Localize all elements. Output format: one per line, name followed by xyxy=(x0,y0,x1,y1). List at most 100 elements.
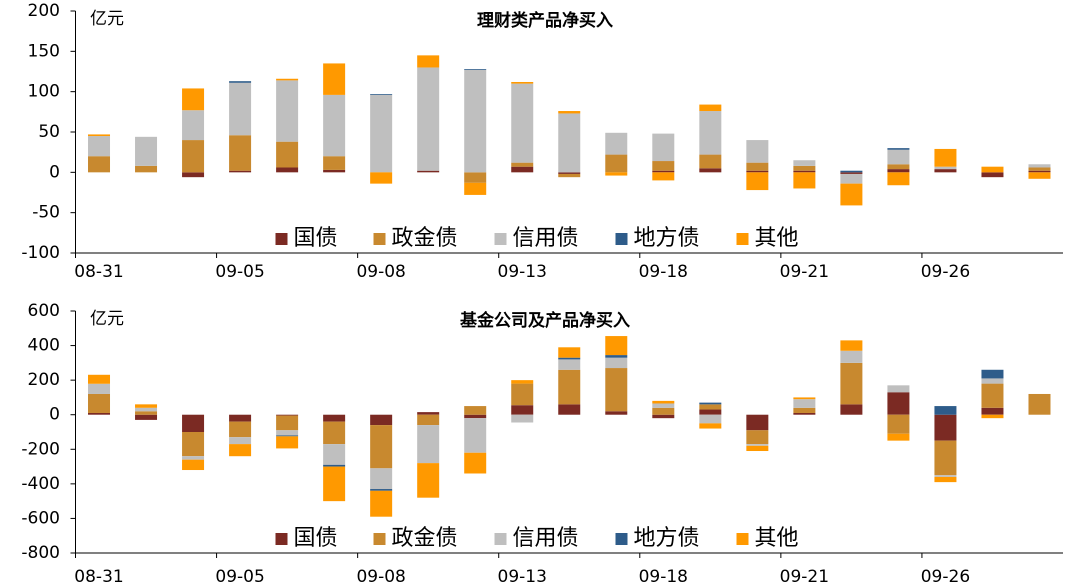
bar-segment xyxy=(135,411,158,415)
bar-segment xyxy=(840,170,863,173)
bar-segment xyxy=(887,172,910,186)
bar-segment xyxy=(934,406,957,415)
bar-segment xyxy=(793,172,816,189)
y-axis-label: 亿元 xyxy=(90,9,124,29)
bar-segment xyxy=(276,435,299,437)
x-tick-label: 08-31 xyxy=(74,567,123,587)
bar-segment xyxy=(558,173,581,178)
x-tick-label: 09-21 xyxy=(780,567,829,587)
bar-segment xyxy=(699,423,722,429)
bar-segment xyxy=(652,170,675,173)
bar-segment xyxy=(276,430,299,436)
bar-segment xyxy=(605,132,628,155)
y-tick-label: -200 xyxy=(21,439,60,459)
bar-segment xyxy=(887,148,910,150)
bar-segment xyxy=(558,404,581,415)
bar-segment xyxy=(323,156,346,170)
bar-segment xyxy=(652,407,675,415)
bar-segment xyxy=(511,414,534,423)
bar-segment xyxy=(887,164,910,170)
bar-segment xyxy=(652,172,675,181)
bar-segment xyxy=(793,170,816,173)
bar-segment xyxy=(699,402,722,405)
bar-segment xyxy=(699,154,722,169)
bar-segment xyxy=(652,403,675,408)
y-tick-label: 400 xyxy=(28,336,60,356)
legend-swatch xyxy=(494,533,507,545)
bar-segment xyxy=(88,156,111,173)
legend-swatch xyxy=(373,233,386,245)
bar-segment xyxy=(323,464,346,467)
bar-segment xyxy=(88,393,111,413)
y-tick-label: 50 xyxy=(38,122,60,142)
bar-segment xyxy=(276,78,299,81)
bar-segment xyxy=(558,172,581,174)
bar-segment xyxy=(417,414,440,426)
bar-segment xyxy=(746,140,769,163)
bar-segment xyxy=(323,414,346,422)
bar-segment xyxy=(276,167,299,173)
legend-label: 国债 xyxy=(294,226,338,251)
bar-segment xyxy=(746,414,769,431)
bar-segment xyxy=(229,82,252,136)
bar-segment xyxy=(887,433,910,441)
y-tick-label: -50 xyxy=(32,203,60,223)
bar-segment xyxy=(88,383,111,394)
y-tick-label: 600 xyxy=(28,301,60,321)
bar-segment xyxy=(1028,167,1051,171)
bar-segment xyxy=(605,336,628,356)
bar-segment xyxy=(981,378,1004,384)
bar-segment xyxy=(652,133,675,162)
bar-segment xyxy=(840,172,863,174)
bar-segment xyxy=(746,444,769,446)
bar-segment xyxy=(417,463,440,498)
bar-segment xyxy=(229,414,252,422)
x-tick-label: 09-13 xyxy=(498,262,547,282)
bar-segment xyxy=(182,110,205,141)
legend-label: 地方债 xyxy=(634,526,700,551)
bar-segment xyxy=(934,440,957,476)
bar-segment xyxy=(323,169,346,173)
bar-segment xyxy=(464,452,487,474)
legend-label: 政金债 xyxy=(392,526,458,551)
bar-segment xyxy=(464,172,487,183)
x-tick-label: 09-18 xyxy=(639,262,688,282)
legend-label: 地方债 xyxy=(634,226,700,251)
bar-segment xyxy=(135,136,158,166)
bar-segment xyxy=(182,172,205,178)
bar-segment xyxy=(699,104,722,112)
y-tick-label: -100 xyxy=(21,243,60,263)
bar-segment xyxy=(182,459,205,471)
y-tick-label: 0 xyxy=(49,162,60,182)
bar-segment xyxy=(699,168,722,173)
bar-segment xyxy=(417,425,440,464)
bar-segment xyxy=(88,374,111,384)
legend-label: 其他 xyxy=(755,226,799,251)
legend-label: 其他 xyxy=(755,526,799,551)
bar-segment xyxy=(511,81,534,84)
bar-segment xyxy=(417,67,440,171)
y-tick-label: 100 xyxy=(28,82,60,102)
bar-segment xyxy=(887,392,910,415)
bar-segment xyxy=(605,368,628,412)
bar-segment xyxy=(1028,170,1051,173)
x-tick-label: 09-18 xyxy=(639,567,688,587)
bar-segment xyxy=(652,161,675,171)
bar-segment xyxy=(1028,393,1051,415)
bar-segment xyxy=(746,162,769,171)
bar-segment xyxy=(182,88,205,111)
bar-segment xyxy=(135,404,158,408)
x-tick-label: 09-21 xyxy=(780,262,829,282)
bar-segment xyxy=(793,165,816,171)
legend-swatch xyxy=(736,533,749,545)
bar-segment xyxy=(182,456,205,460)
y-tick-label: -400 xyxy=(21,474,60,494)
x-tick-label: 09-08 xyxy=(356,567,405,587)
bar-segment xyxy=(981,383,1004,408)
y-tick-label: 150 xyxy=(28,41,60,61)
bar-segment xyxy=(746,445,769,452)
bar-segment xyxy=(558,113,581,173)
bar-segment xyxy=(981,172,1004,178)
bar-segment xyxy=(558,111,581,114)
